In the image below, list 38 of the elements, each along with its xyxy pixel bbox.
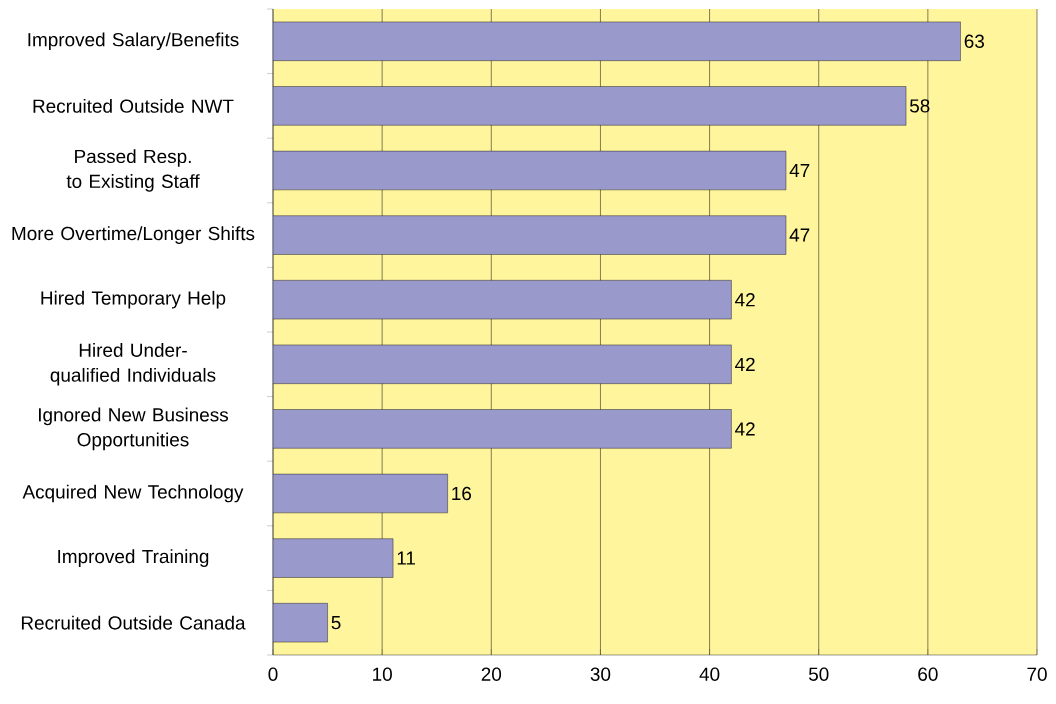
y-tick-label: Improved Salary/Benefits bbox=[28, 32, 239, 51]
data-label: 47 bbox=[789, 228, 810, 242]
bar bbox=[273, 344, 732, 384]
y-tick-label: Passed Resp. to Existing Staff bbox=[66, 149, 200, 192]
data-label: 11 bbox=[397, 551, 415, 565]
y-tick-label: Acquired New Technology bbox=[22, 484, 244, 503]
bar bbox=[273, 21, 961, 61]
bar bbox=[273, 473, 448, 514]
x-tick-label: 20 bbox=[481, 667, 502, 681]
data-label: 42 bbox=[735, 357, 755, 371]
x-tick-label: 70 bbox=[1027, 667, 1047, 681]
x-tick-label: 30 bbox=[590, 667, 611, 681]
x-tick-label: 40 bbox=[699, 667, 720, 681]
x-tick-label: 10 bbox=[373, 667, 392, 681]
y-tick-label: Hired Under-qualified Individuals bbox=[50, 343, 216, 386]
data-label: 16 bbox=[452, 486, 472, 501]
x-tick-label: 50 bbox=[808, 667, 829, 681]
bar bbox=[273, 150, 787, 191]
data-label: 58 bbox=[909, 99, 930, 113]
y-tick-label: Recruited Outside Canada bbox=[21, 615, 246, 630]
bar bbox=[273, 215, 787, 255]
data-label: 42 bbox=[735, 293, 755, 307]
data-label: 47 bbox=[789, 163, 810, 177]
y-tick-label: Improved Training bbox=[58, 549, 209, 567]
y-tick-label: Hired Temporary Help bbox=[41, 290, 226, 309]
bar bbox=[273, 280, 732, 320]
bar bbox=[273, 86, 907, 126]
y-tick-label: Recruited Outside NWT bbox=[33, 98, 234, 113]
bar bbox=[273, 538, 394, 578]
bar bbox=[273, 409, 732, 449]
y-tick-label: Ignored New Business Opportunities bbox=[39, 407, 229, 451]
data-label: 42 bbox=[735, 422, 755, 436]
y-tick-label: More Overtime/Longer Shifts bbox=[12, 226, 255, 244]
bar bbox=[273, 603, 328, 643]
x-tick-label: 0 bbox=[268, 667, 278, 681]
data-label: 63 bbox=[964, 34, 985, 48]
data-label: 5 bbox=[331, 616, 341, 630]
x-tick-label: 60 bbox=[918, 667, 938, 681]
